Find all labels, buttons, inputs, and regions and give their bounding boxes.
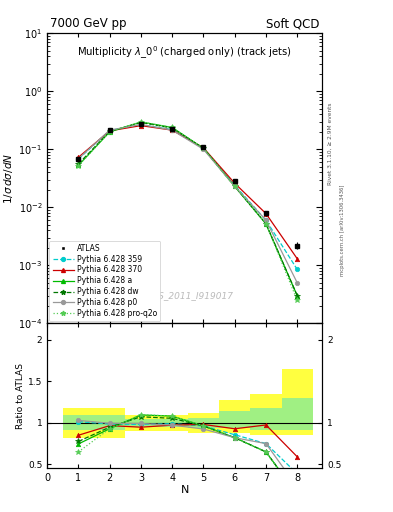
X-axis label: N: N — [180, 485, 189, 495]
Bar — [282, 369, 313, 435]
Pythia 6.428 a — [264, 221, 268, 227]
Pythia 6.428 a — [201, 145, 206, 152]
Text: Rivet 3.1.10, ≥ 2.9M events: Rivet 3.1.10, ≥ 2.9M events — [328, 102, 333, 185]
Pythia 6.428 p0 — [295, 280, 299, 286]
Pythia 6.428 370 — [139, 122, 143, 129]
Pythia 6.428 p0 — [264, 217, 268, 223]
Pythia 6.428 359 — [139, 122, 143, 128]
Legend: ATLAS, Pythia 6.428 359, Pythia 6.428 370, Pythia 6.428 a, Pythia 6.428 dw, Pyth: ATLAS, Pythia 6.428 359, Pythia 6.428 37… — [50, 241, 160, 321]
Pythia 6.428 p0 — [201, 146, 206, 153]
Pythia 6.428 dw — [170, 125, 174, 131]
Pythia 6.428 359 — [264, 217, 268, 223]
Pythia 6.428 pro-q2o — [295, 297, 299, 304]
Pythia 6.428 dw — [264, 221, 268, 227]
Bar — [188, 418, 219, 428]
Pythia 6.428 pro-q2o — [232, 183, 237, 189]
Pythia 6.428 359 — [232, 182, 237, 188]
Pythia 6.428 pro-q2o — [76, 163, 81, 169]
Pythia 6.428 dw — [232, 183, 237, 189]
Line: Pythia 6.428 pro-q2o: Pythia 6.428 pro-q2o — [75, 119, 300, 303]
Pythia 6.428 a — [170, 124, 174, 131]
Pythia 6.428 p0 — [76, 156, 81, 162]
Pythia 6.428 dw — [139, 119, 143, 125]
Pythia 6.428 370 — [264, 210, 268, 217]
Bar — [125, 419, 156, 427]
Pythia 6.428 dw — [107, 129, 112, 135]
Line: Pythia 6.428 a: Pythia 6.428 a — [76, 120, 299, 298]
Bar — [63, 408, 94, 438]
Pythia 6.428 dw — [76, 161, 81, 167]
Pythia 6.428 p0 — [139, 121, 143, 127]
Text: ATLAS_2011_I919017: ATLAS_2011_I919017 — [136, 291, 233, 300]
Line: Pythia 6.428 370: Pythia 6.428 370 — [76, 123, 299, 261]
Bar — [94, 415, 125, 431]
Bar — [250, 408, 282, 430]
Bar — [219, 411, 250, 428]
Pythia 6.428 dw — [201, 145, 206, 152]
Pythia 6.428 pro-q2o — [201, 145, 206, 152]
Pythia 6.428 359 — [295, 266, 299, 272]
Pythia 6.428 359 — [170, 126, 174, 133]
Pythia 6.428 a — [139, 119, 143, 125]
Text: 7000 GeV pp: 7000 GeV pp — [50, 17, 127, 30]
Pythia 6.428 370 — [295, 255, 299, 262]
Pythia 6.428 359 — [201, 145, 206, 152]
Line: Pythia 6.428 359: Pythia 6.428 359 — [76, 122, 299, 272]
Bar — [282, 398, 313, 430]
Pythia 6.428 p0 — [170, 127, 174, 133]
Pythia 6.428 pro-q2o — [170, 124, 174, 131]
Pythia 6.428 p0 — [107, 127, 112, 133]
Pythia 6.428 dw — [295, 293, 299, 299]
Y-axis label: $1/\sigma\,d\sigma/dN$: $1/\sigma\,d\sigma/dN$ — [2, 153, 15, 204]
Pythia 6.428 370 — [107, 128, 112, 134]
Text: Soft QCD: Soft QCD — [266, 17, 320, 30]
Pythia 6.428 pro-q2o — [264, 221, 268, 227]
Pythia 6.428 a — [76, 162, 81, 168]
Line: Pythia 6.428 dw: Pythia 6.428 dw — [75, 120, 300, 298]
Pythia 6.428 a — [295, 293, 299, 299]
Text: mcplots.cern.ch [arXiv:1306.3436]: mcplots.cern.ch [arXiv:1306.3436] — [340, 185, 345, 276]
Bar — [156, 415, 188, 431]
Bar — [94, 408, 125, 438]
Pythia 6.428 370 — [232, 180, 237, 186]
Pythia 6.428 a — [107, 129, 112, 135]
Bar — [188, 413, 219, 433]
Text: Multiplicity $\lambda\_0^0$ (charged only) (track jets): Multiplicity $\lambda\_0^0$ (charged onl… — [77, 45, 292, 61]
Pythia 6.428 a — [232, 183, 237, 189]
Bar — [125, 415, 156, 431]
Line: Pythia 6.428 p0: Pythia 6.428 p0 — [76, 122, 299, 285]
Y-axis label: Ratio to ATLAS: Ratio to ATLAS — [16, 363, 25, 429]
Bar — [250, 394, 282, 435]
Pythia 6.428 370 — [201, 145, 206, 151]
Bar — [156, 419, 188, 427]
Pythia 6.428 359 — [107, 127, 112, 134]
Pythia 6.428 p0 — [232, 183, 237, 189]
Pythia 6.428 370 — [170, 127, 174, 133]
Pythia 6.428 pro-q2o — [107, 129, 112, 135]
Bar — [63, 415, 94, 431]
Pythia 6.428 370 — [76, 154, 81, 160]
Pythia 6.428 pro-q2o — [139, 119, 143, 125]
Bar — [219, 400, 250, 433]
Pythia 6.428 359 — [76, 156, 81, 162]
